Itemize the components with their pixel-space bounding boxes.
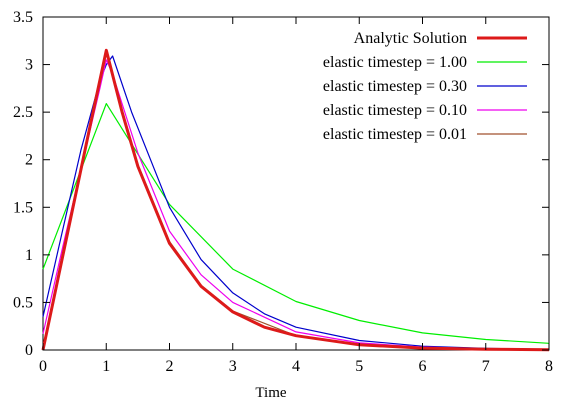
x-tick-label: 1: [102, 358, 110, 375]
series-line-2: [42, 55, 550, 350]
x-tick-label: 4: [292, 358, 300, 375]
x-tick-label: 2: [166, 358, 174, 375]
y-tick-label: 0.5: [13, 294, 33, 311]
y-tick-label: 3: [25, 57, 33, 74]
y-tick-label: 0: [25, 342, 33, 359]
legend: Analytic Solution elastic timestep = 1.00…: [323, 30, 527, 143]
y-tick-label: 2.5: [13, 104, 33, 121]
x-tick-label: 8: [545, 358, 553, 375]
y-tick-label: 1: [25, 247, 33, 264]
y-tick-label: 2: [25, 152, 33, 169]
y-tick-label: 3.5: [13, 9, 33, 26]
x-axis-label: Time: [255, 385, 286, 401]
plot-frame: [42, 16, 550, 351]
series-line-0: [41, 48, 550, 352]
x-tick-label: 5: [355, 358, 363, 375]
x-tick-label: 0: [39, 358, 47, 375]
tick-layer: 0 1 2 3 4 5 6 7 8 0 0.5 1 1.5 2 2.5 3 3.5: [13, 9, 553, 375]
legend-label: elastic timestep = 1.00: [323, 54, 467, 71]
series-line-1: [42, 102, 550, 344]
legend-label: elastic timestep = 0.10: [323, 102, 467, 119]
x-tick-label: 3: [229, 358, 237, 375]
legend-label: elastic timestep = 0.30: [323, 78, 467, 95]
y-tick-label: 1.5: [13, 199, 33, 216]
legend-label: Analytic Solution: [354, 30, 467, 47]
x-tick-label: 7: [482, 358, 490, 375]
x-tick-label: 6: [419, 358, 427, 375]
legend-label: elastic timestep = 0.01: [323, 126, 467, 143]
plot-area: [42, 16, 550, 351]
series-layer: [41, 48, 550, 352]
